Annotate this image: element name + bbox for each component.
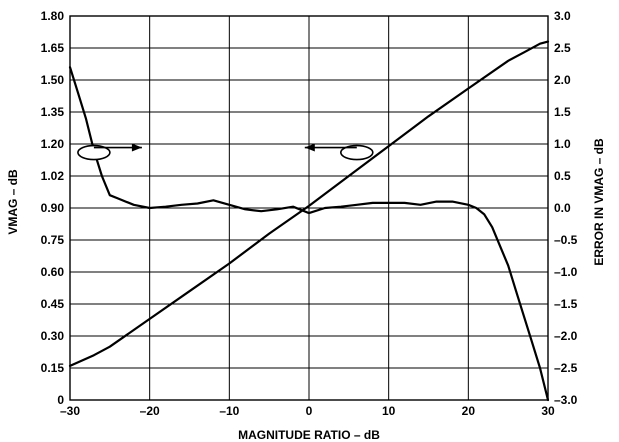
y-left-tick-label: 0.60	[41, 265, 65, 279]
x-tick-label: 20	[462, 404, 476, 418]
y-right-tick-label: 2.0	[554, 73, 571, 87]
y-axis-right-label: ERROR IN VMAG – dB	[592, 138, 606, 266]
y-right-tick-label: 0.0	[554, 201, 571, 215]
y-left-tick-label: 1.20	[41, 137, 65, 151]
y-left-tick-label: 0.45	[41, 297, 65, 311]
x-tick-label: 0	[306, 404, 313, 418]
y-left-tick-label: 0	[57, 393, 64, 407]
y-left-tick-label: 1.65	[41, 41, 65, 55]
x-axis-label: MAGNITUDE RATIO – dB	[238, 428, 380, 442]
y-left-tick-label: 0.90	[41, 201, 65, 215]
annotation-arrowhead	[131, 143, 142, 152]
x-tick-label: –10	[219, 404, 239, 418]
y-right-tick-label: –1.0	[554, 265, 578, 279]
series-layer	[68, 40, 550, 402]
y-left-tick-label: 0.30	[41, 329, 65, 343]
x-tick-label: 10	[382, 404, 396, 418]
y-left-tick-label: 1.35	[41, 105, 65, 119]
right-axis-ticks: 3.0 2.5 2.0 1.5 1.0 0.5 0.0 –0.5 –1.0 –1.5 –2.0 –2.…	[554, 9, 578, 407]
y-right-tick-label: –0.5	[554, 233, 578, 247]
left-axis-ticks: 0 0.15 0.30 0.45 0.60 0.75 0.90 1.02 1.20 1.35 1.5…	[41, 9, 65, 407]
annotation-ellipse-arrow	[77, 143, 142, 161]
y-right-tick-label: 2.5	[554, 41, 571, 55]
y-left-tick-label: 1.50	[41, 73, 65, 87]
annotation-ellipse	[339, 144, 374, 161]
y-right-tick-label: –2.0	[554, 329, 578, 343]
x-tick-label: –20	[140, 404, 160, 418]
y-left-tick-label: 1.80	[41, 9, 65, 23]
y-right-tick-label: 3.0	[554, 9, 571, 23]
plot-frame	[69, 15, 549, 401]
annotation-ellipse	[77, 144, 111, 161]
annotation-arrowhead	[304, 143, 315, 152]
y-right-tick-label: –2.5	[554, 361, 578, 375]
y-right-tick-label: 0.5	[554, 169, 571, 183]
y-right-tick-label: –1.5	[554, 297, 578, 311]
y-left-tick-label: 0.15	[41, 361, 65, 375]
y-right-tick-label: 1.0	[554, 137, 571, 151]
x-axis-ticks: –30 –20 –10 0 10 20 30	[60, 404, 555, 418]
error-curve	[68, 66, 550, 402]
vmag-curve	[68, 40, 550, 367]
y-right-tick-label: 1.5	[554, 105, 571, 119]
x-tick-label: –30	[60, 404, 80, 418]
y-axis-left-label: VMAG – dB	[6, 169, 20, 235]
annotations-layer	[77, 143, 374, 161]
y-right-tick-label: –3.0	[554, 393, 578, 407]
y-left-tick-label: 1.02	[41, 169, 65, 183]
y-left-tick-label: 0.75	[41, 233, 65, 247]
annotation-ellipse-arrow	[304, 143, 374, 161]
x-tick-label: 30	[541, 404, 555, 418]
